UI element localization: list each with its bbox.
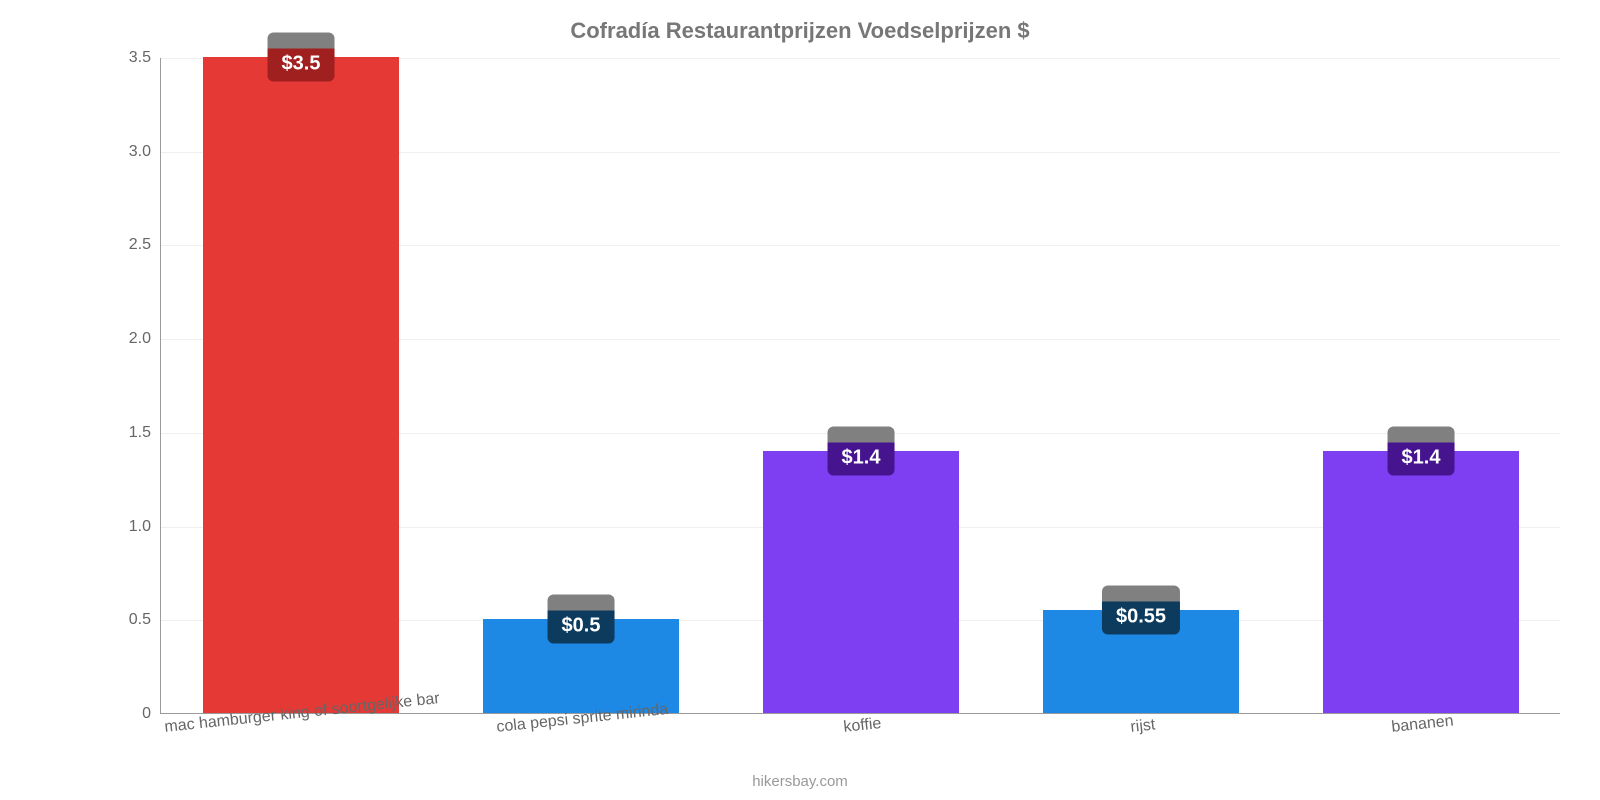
x-tick-label: koffie [843,715,883,737]
x-tick-label: bananen [1391,712,1455,736]
bar-value-badge: $0.55 [1102,585,1180,634]
y-tick-label: 1.5 [129,424,161,442]
bar: $3.5 [203,57,399,713]
y-tick-label: 3.0 [129,143,161,161]
x-tick-label: rijst [1129,716,1156,737]
bar-value-badge: $3.5 [268,33,335,82]
y-tick-label: 2.5 [129,236,161,254]
bar: $0.5 [483,619,679,713]
attribution-text: hikersbay.com [0,773,1600,790]
y-tick-label: 3.5 [129,49,161,67]
bar-value-badge: $1.4 [828,426,895,475]
chart-title: Cofradía Restaurantprijzen Voedselprijze… [0,18,1600,44]
y-tick-label: 1.0 [129,518,161,536]
chart-container: Cofradía Restaurantprijzen Voedselprijze… [0,0,1600,800]
y-tick-label: 2.0 [129,330,161,348]
bar: $0.55 [1043,610,1239,713]
bar-value-badge: $1.4 [1388,426,1455,475]
bar: $1.4 [1323,451,1519,713]
plot-area: 00.51.01.52.02.53.03.5$3.5mac hamburger … [160,58,1560,714]
bar: $1.4 [763,451,959,713]
y-tick-label: 0 [142,705,161,723]
bar-value-badge: $0.5 [548,595,615,644]
y-tick-label: 0.5 [129,611,161,629]
